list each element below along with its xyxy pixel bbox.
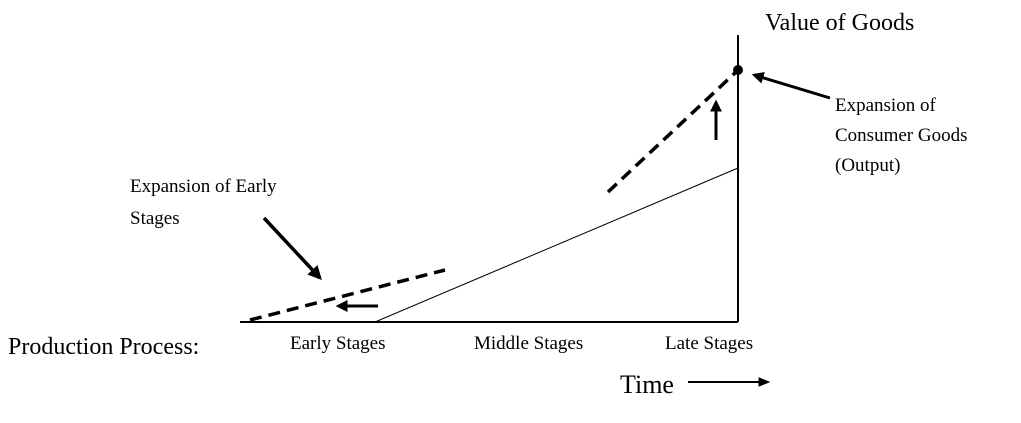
annotation: Expansion of bbox=[835, 95, 936, 116]
time-label: Time bbox=[620, 370, 674, 399]
pointer-arrow bbox=[262, 216, 322, 281]
output-expansion-line bbox=[606, 70, 738, 194]
annotation: (Output) bbox=[835, 155, 900, 176]
stage-label: Late Stages bbox=[665, 333, 753, 354]
triangle-line bbox=[374, 167, 739, 323]
early-expansion-line bbox=[249, 268, 446, 322]
stage-label: Early Stages bbox=[290, 333, 386, 354]
annotation: Consumer Goods bbox=[835, 125, 967, 146]
annotation: Expansion of Early bbox=[130, 176, 277, 197]
annotation: Stages bbox=[130, 208, 180, 229]
stage-label: Middle Stages bbox=[474, 333, 583, 354]
output-point bbox=[733, 65, 743, 75]
pointer-arrow bbox=[751, 72, 831, 100]
process-label: Production Process: bbox=[8, 334, 199, 360]
value-label: Value of Goods bbox=[765, 10, 914, 36]
